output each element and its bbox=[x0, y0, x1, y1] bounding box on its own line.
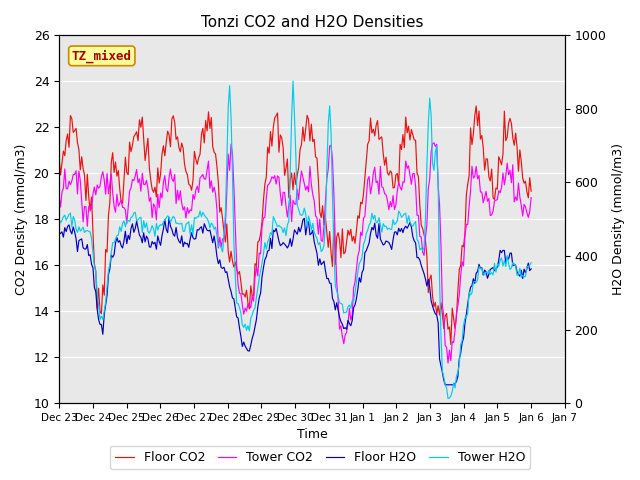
Tower H2O bbox=[196, 208, 204, 214]
Tower CO2 bbox=[61, 166, 68, 172]
Line: Tower CO2: Tower CO2 bbox=[59, 143, 531, 363]
Floor H2O bbox=[165, 215, 173, 220]
Tower H2O bbox=[450, 380, 458, 386]
Tower CO2 bbox=[443, 344, 451, 350]
Floor H2O bbox=[450, 382, 458, 388]
Tower H2O bbox=[289, 78, 297, 84]
Tower H2O bbox=[321, 219, 329, 225]
Floor CO2 bbox=[55, 156, 63, 162]
Title: Tonzi CO2 and H2O Densities: Tonzi CO2 and H2O Densities bbox=[201, 15, 423, 30]
Floor CO2 bbox=[442, 313, 449, 319]
Line: Floor H2O: Floor H2O bbox=[59, 217, 531, 385]
Tower CO2 bbox=[55, 193, 63, 199]
Tower CO2 bbox=[430, 140, 438, 145]
Line: Floor CO2: Floor CO2 bbox=[59, 106, 531, 345]
Y-axis label: CO2 Density (mmol/m3): CO2 Density (mmol/m3) bbox=[15, 144, 28, 295]
Tower CO2 bbox=[320, 223, 328, 228]
Floor CO2 bbox=[320, 222, 328, 228]
Tower H2O bbox=[55, 216, 63, 222]
Floor CO2 bbox=[527, 188, 535, 194]
Tower CO2 bbox=[527, 195, 535, 201]
Floor CO2 bbox=[159, 143, 167, 149]
Tower H2O bbox=[159, 219, 167, 225]
Floor H2O bbox=[55, 231, 63, 237]
Tower H2O bbox=[61, 212, 68, 218]
Legend: Floor CO2, Tower CO2, Floor H2O, Tower H2O: Floor CO2, Tower CO2, Floor H2O, Tower H… bbox=[109, 446, 531, 469]
Floor H2O bbox=[444, 382, 452, 388]
Tower H2O bbox=[443, 385, 451, 391]
Floor H2O bbox=[527, 266, 535, 272]
Floor CO2 bbox=[472, 103, 480, 109]
Text: TZ_mixed: TZ_mixed bbox=[72, 49, 132, 62]
Tower CO2 bbox=[450, 339, 458, 345]
Line: Tower H2O: Tower H2O bbox=[59, 81, 531, 398]
Floor H2O bbox=[198, 224, 205, 229]
Floor CO2 bbox=[196, 151, 204, 157]
Floor H2O bbox=[159, 226, 167, 232]
Tower H2O bbox=[527, 260, 535, 265]
Tower H2O bbox=[444, 396, 452, 401]
Floor CO2 bbox=[447, 342, 454, 348]
Floor H2O bbox=[321, 268, 329, 274]
Floor H2O bbox=[442, 382, 449, 388]
X-axis label: Time: Time bbox=[296, 429, 328, 442]
Floor CO2 bbox=[61, 153, 68, 158]
Tower CO2 bbox=[444, 360, 452, 366]
Y-axis label: H2O Density (mmol/m3): H2O Density (mmol/m3) bbox=[612, 143, 625, 295]
Floor CO2 bbox=[449, 305, 456, 311]
Tower CO2 bbox=[196, 175, 204, 180]
Floor H2O bbox=[61, 225, 68, 230]
Tower CO2 bbox=[159, 180, 167, 185]
